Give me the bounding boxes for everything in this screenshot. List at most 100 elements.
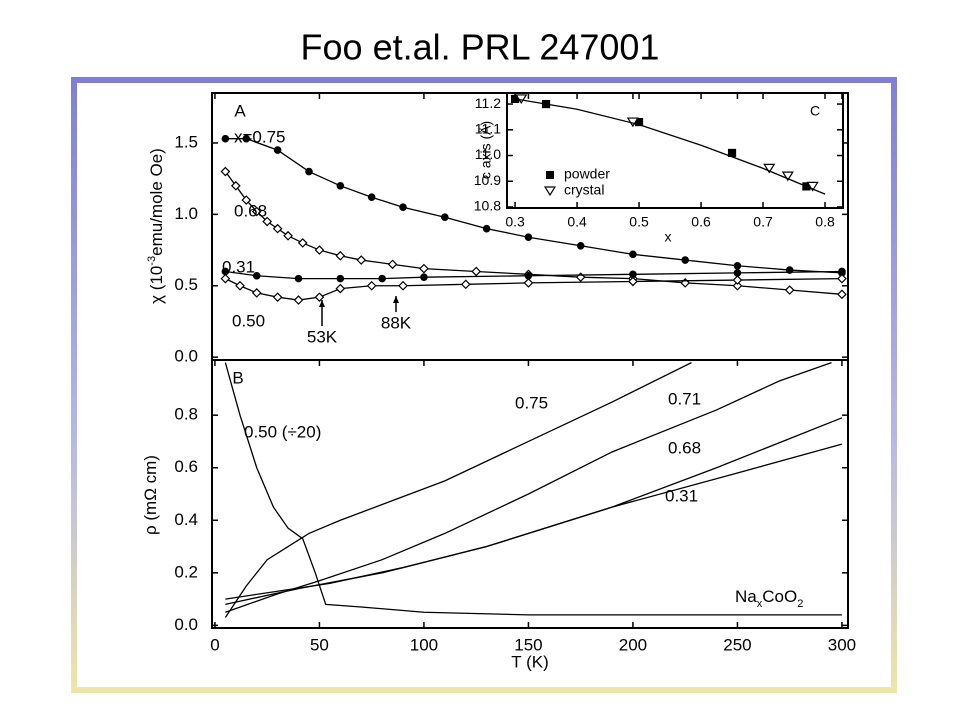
label-part: ρ (mΩ cm) (141, 455, 160, 535)
y-tick-label: 1.0 (174, 204, 198, 223)
y-tick-label: 11.2 (475, 95, 501, 111)
series-line (224, 362, 692, 618)
marker (523, 278, 534, 288)
marker (314, 292, 325, 303)
label-part: χ (10 (147, 266, 166, 304)
series-line (225, 443, 843, 605)
panel-label: A (234, 101, 246, 120)
label-part: Na (735, 587, 757, 606)
x-tick-label: 300 (828, 635, 856, 654)
series-line (225, 138, 842, 274)
y-tick-label: 0.2 (174, 562, 198, 581)
label-part: CoO (762, 587, 797, 606)
marker (272, 223, 283, 234)
legend-label: crystal (564, 182, 604, 198)
marker (262, 216, 273, 227)
data-layer (220, 134, 847, 305)
series-label: 0.75 (515, 393, 548, 412)
marker (336, 182, 345, 190)
annotation: 88K (381, 313, 412, 332)
marker (441, 213, 449, 222)
x-tick-label: 200 (619, 635, 647, 654)
label-part: emu/mole Oe) (147, 148, 166, 256)
series-line (225, 270, 842, 280)
marker (356, 255, 367, 265)
y-tick-label: 11.0 (475, 146, 501, 162)
marker (784, 285, 795, 295)
y-tick-label: 0.8 (174, 405, 198, 424)
marker (838, 267, 846, 276)
marker (806, 181, 819, 192)
x-tick-label: 0.5 (629, 214, 649, 230)
slide-title: Foo et.al. PRL 247001 (301, 27, 660, 68)
marker (294, 274, 303, 283)
series-line (225, 362, 832, 613)
marker (576, 241, 585, 250)
marker (241, 195, 252, 205)
marker (681, 256, 689, 264)
marker (629, 270, 637, 279)
label-part: 2 (797, 598, 803, 610)
arrow-head (319, 300, 325, 307)
x-tick-label: 150 (514, 635, 542, 654)
x-tick-label: 0.4 (567, 214, 587, 230)
label-part: -3 (146, 256, 158, 266)
y-tick-label: 0.0 (174, 615, 198, 634)
x-tick-label: 0.8 (815, 214, 835, 230)
series-label: 0.68 (668, 438, 701, 457)
panel: 0.0 0.2 0.4 0.6 0.8 0 50 100 150 200 250 300 0.75 0.7… (141, 359, 856, 671)
marker (471, 266, 482, 277)
series-label: 0.50 (232, 311, 265, 330)
marker (305, 167, 313, 176)
x-axis-label: T (K) (511, 652, 548, 671)
x-tick-label: 0.7 (753, 214, 773, 230)
marker (235, 280, 245, 291)
marker (293, 295, 304, 305)
marker (367, 193, 376, 202)
y-tick-label: 10.9 (474, 172, 501, 188)
y-tick-label: 0.4 (174, 510, 198, 529)
series-label: x=0.75 (234, 127, 286, 146)
marker (628, 276, 638, 287)
marker (283, 230, 293, 241)
legend-marker (546, 171, 554, 179)
y-tick-label: 1.5 (174, 132, 198, 151)
marker (242, 134, 251, 143)
marker (781, 171, 794, 182)
plot-frame (211, 359, 849, 629)
marker (629, 250, 637, 259)
series-label: 0.50 (÷20) (244, 422, 321, 441)
series-line (224, 362, 842, 616)
marker (837, 289, 847, 300)
marker (732, 280, 743, 291)
marker (252, 271, 261, 280)
y-axis-label: ρ (mΩ cm) (141, 455, 160, 535)
marker (398, 280, 408, 291)
plot-frame (506, 92, 844, 209)
arrow-head (393, 296, 399, 303)
panel-label: B (232, 368, 243, 387)
y-axis-label: χ (10-3emu/mole Oe) (146, 148, 167, 304)
x-tick-label: 0.3 (505, 214, 525, 230)
panel-label: C (810, 103, 820, 119)
marker (251, 288, 262, 298)
marker (220, 166, 231, 177)
x-tick-label: 0 (210, 635, 219, 654)
marker (420, 273, 428, 281)
marker (837, 273, 847, 284)
y-tick-label: 0.5 (174, 275, 198, 294)
marker (230, 180, 241, 191)
marker (335, 250, 346, 261)
x-tick-label: 50 (310, 635, 329, 654)
y-tick-label: 0.0 (174, 347, 198, 366)
marker (732, 275, 743, 285)
marker (733, 269, 742, 277)
marker (460, 279, 471, 290)
marker (387, 259, 398, 270)
annotation: 53K (307, 327, 338, 346)
marker (399, 203, 407, 212)
y-tick-label: 0.6 (174, 457, 198, 476)
marker (297, 238, 308, 248)
label-part: x (757, 598, 763, 610)
